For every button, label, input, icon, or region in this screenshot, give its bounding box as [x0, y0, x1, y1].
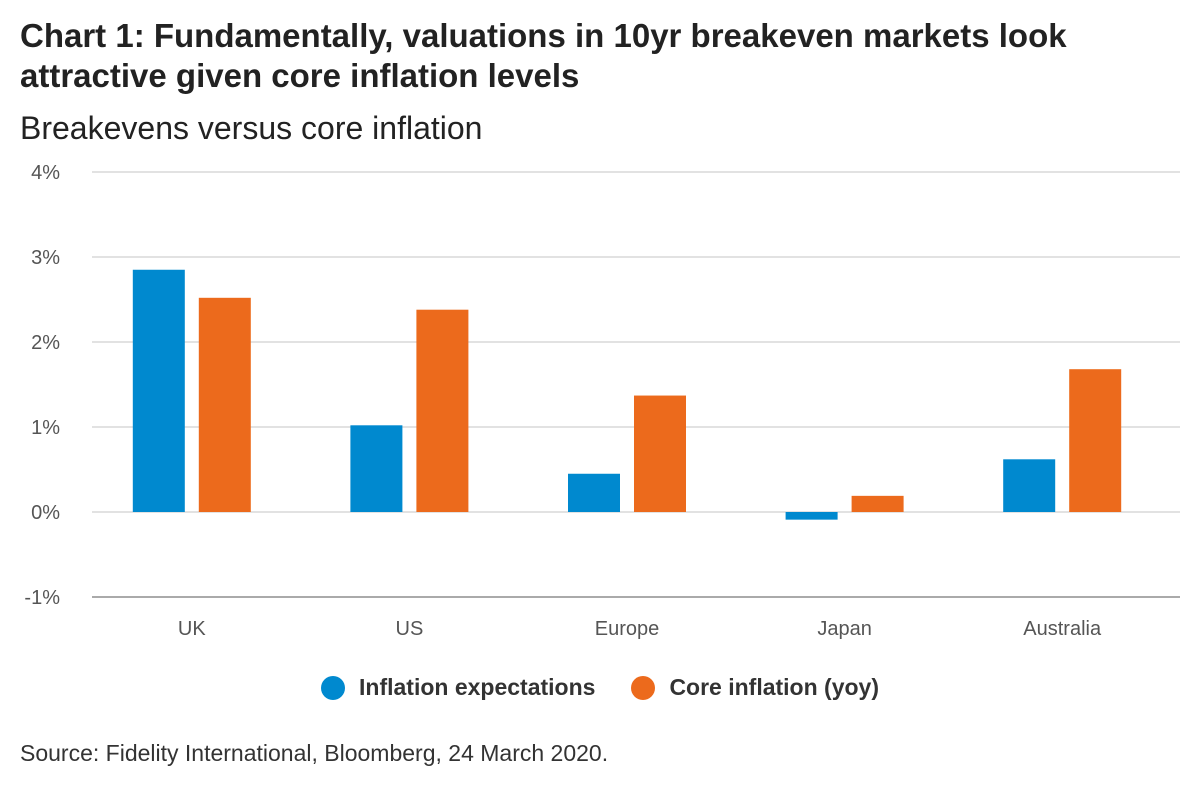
bar-inflation-expectations-japan	[785, 512, 838, 520]
legend: Inflation expectations Core inflation (y…	[0, 674, 1200, 701]
legend-swatch-inflation-expectations	[321, 675, 345, 700]
bar-core-inflation-australia	[1069, 369, 1122, 512]
y-tick-label: -1%	[24, 587, 60, 609]
bar-inflation-expectations-europe	[568, 473, 620, 512]
x-category-label: Australia	[1023, 618, 1102, 640]
bar-inflation-expectations-us	[350, 425, 403, 512]
legend-swatch-core-inflation	[631, 675, 656, 700]
chart-subtitle: Breakevens versus core inflation	[20, 110, 483, 146]
bar-core-inflation-europe	[634, 395, 686, 512]
legend-item-inflation-expectations: Inflation expectations	[321, 674, 595, 701]
bar-chart: 4% 3% 2% 1% 0% -1% UK US Europe Japan Australia	[24, 162, 1180, 640]
chart-title: Chart 1: Fundamentally, valuations in 10…	[20, 17, 1067, 94]
x-category-label: US	[396, 618, 424, 640]
y-tick-label: 1%	[31, 417, 60, 439]
source-note: Source: Fidelity International, Bloomber…	[20, 740, 609, 766]
x-category-label: Europe	[595, 618, 660, 640]
y-tick-label: 0%	[31, 502, 60, 524]
bar-inflation-expectations-australia	[1003, 459, 1056, 512]
legend-item-core-inflation: Core inflation (yoy)	[631, 674, 879, 701]
y-tick-label: 4%	[31, 162, 60, 184]
y-tick-label: 3%	[31, 247, 60, 269]
x-category-label: Japan	[817, 618, 872, 640]
legend-label-inflation-expectations: Inflation expectations	[359, 674, 596, 700]
bar-inflation-expectations-uk	[132, 269, 185, 512]
legend-label-core-inflation: Core inflation (yoy)	[669, 674, 879, 700]
bar-core-inflation-us	[416, 309, 469, 512]
bar-core-inflation-uk	[198, 297, 251, 512]
bar-core-inflation-japan	[851, 495, 904, 512]
y-tick-label: 2%	[31, 332, 60, 354]
x-category-label: UK	[178, 618, 206, 640]
